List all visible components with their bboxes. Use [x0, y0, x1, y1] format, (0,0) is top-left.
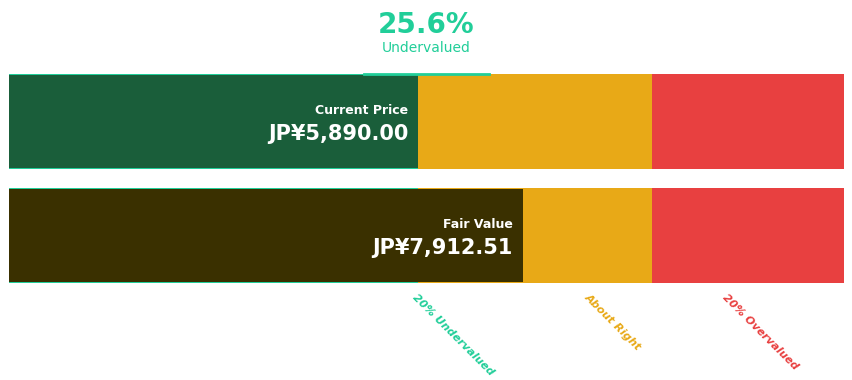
Text: Current Price: Current Price [314, 105, 407, 117]
Bar [556, 188, 652, 283]
Bar [652, 74, 843, 169]
Text: 20% Overvalued: 20% Overvalued [720, 293, 799, 372]
Text: JP¥5,890.00: JP¥5,890.00 [268, 124, 407, 144]
Text: 25.6%: 25.6% [377, 11, 475, 39]
Text: 20% Undervalued: 20% Undervalued [411, 293, 496, 377]
Text: Fair Value: Fair Value [442, 218, 512, 231]
Bar [9, 189, 522, 282]
Bar [417, 188, 556, 283]
Text: Undervalued: Undervalued [382, 41, 470, 55]
Text: JP¥7,912.51: JP¥7,912.51 [371, 238, 512, 258]
Bar [556, 74, 652, 169]
Bar [9, 75, 417, 168]
Bar [652, 188, 843, 283]
Bar [9, 74, 417, 169]
Bar [417, 74, 556, 169]
Bar [9, 188, 417, 283]
Text: About Right: About Right [582, 293, 642, 353]
